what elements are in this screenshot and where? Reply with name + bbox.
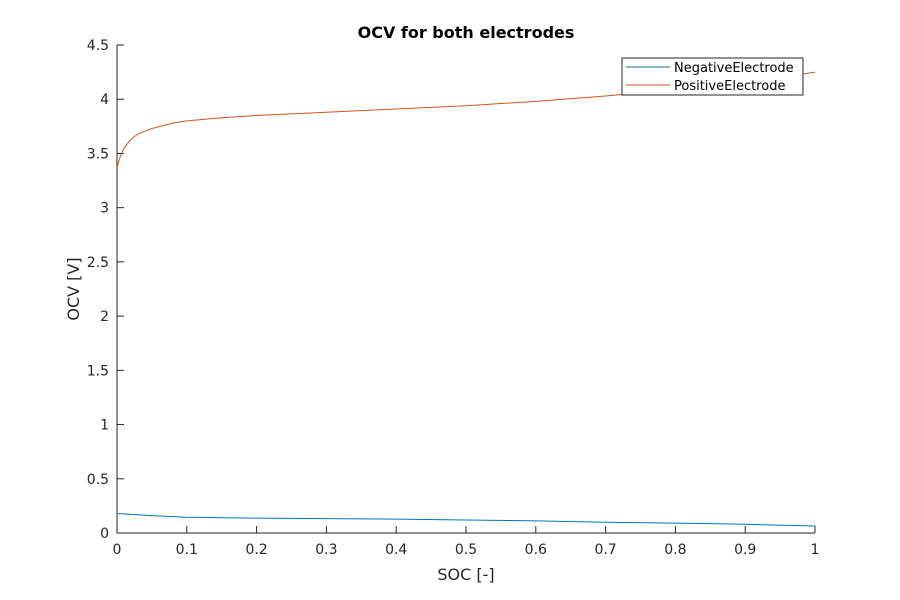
y-tick-label: 0.5 bbox=[87, 472, 109, 488]
y-tick-label: 0 bbox=[100, 526, 109, 542]
chart-title: OCV for both electrodes bbox=[358, 23, 575, 42]
x-tick-label: 0.1 bbox=[176, 542, 198, 558]
y-tick-label: 1.5 bbox=[87, 363, 109, 379]
x-tick-label: 0.8 bbox=[664, 542, 686, 558]
y-axis-label: OCV [V] bbox=[64, 257, 83, 320]
series-line-negativeelectrode bbox=[116, 513, 816, 527]
y-tick-label: 2 bbox=[100, 309, 109, 325]
x-tick-label: 0.9 bbox=[734, 542, 756, 558]
x-tick-label: 0.4 bbox=[385, 542, 407, 558]
legend-label-negativeelectrode: NegativeElectrode bbox=[674, 61, 794, 76]
y-tick-label: 3 bbox=[100, 201, 109, 217]
x-axis-label: SOC [-] bbox=[437, 565, 494, 584]
x-tick-label: 0.6 bbox=[525, 542, 547, 558]
y-tick-label: 1 bbox=[100, 418, 109, 434]
plot-area: 0 0.1 0.2 0.3 0.4 0.5 0.6 0.7 0.8 0.9 1 0 0.5 1 1.5 2 2.… bbox=[87, 38, 820, 558]
x-tick-label: 1 bbox=[811, 542, 820, 558]
y-tick-label: 3.5 bbox=[87, 146, 109, 162]
x-tick-label: 0.2 bbox=[245, 542, 267, 558]
x-tick-label: 0.3 bbox=[315, 542, 337, 558]
x-tick-label: 0.5 bbox=[455, 542, 477, 558]
legend: NegativeElectrode PositiveElectrode bbox=[621, 57, 804, 96]
series-line-positiveelectrode bbox=[116, 71, 816, 168]
x-tick-label: 0.7 bbox=[594, 542, 616, 558]
y-tick-label: 4 bbox=[100, 92, 109, 108]
legend-box bbox=[621, 57, 804, 96]
y-tick-label: 4.5 bbox=[87, 38, 109, 54]
y-tick-label: 2.5 bbox=[87, 255, 109, 271]
legend-label-positiveelectrode: PositiveElectrode bbox=[674, 79, 785, 94]
x-tick-label: 0 bbox=[113, 542, 122, 558]
